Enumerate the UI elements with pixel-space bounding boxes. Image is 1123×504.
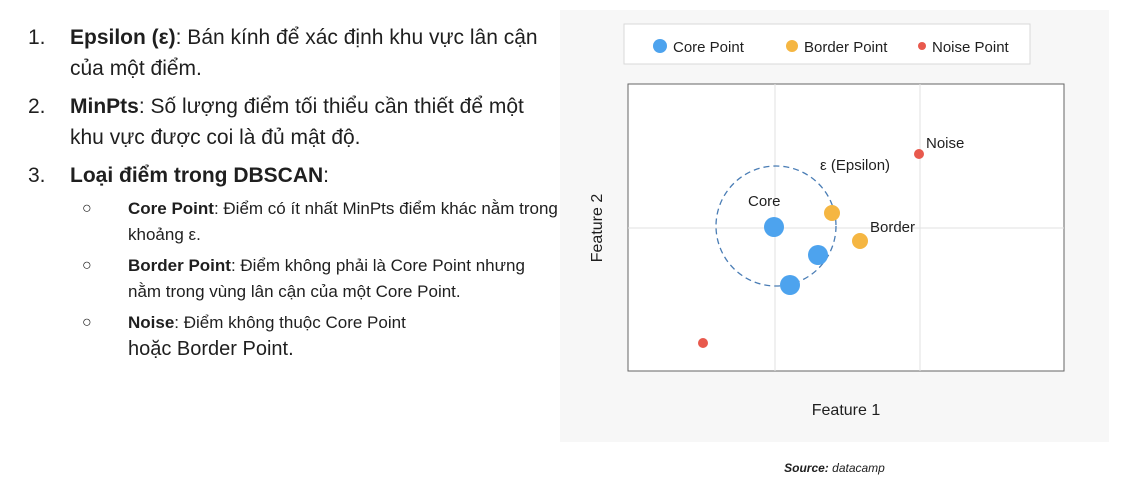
list-item-minpts: 2. MinPts: Số lượng điểm tối thiểu cần t… [28, 91, 558, 153]
desc-minpts: : Số lượng điểm tối thiểu cần thiết để m… [70, 95, 524, 149]
circle-bullet-icon: ○ [82, 257, 92, 274]
list-number: 3. [28, 164, 46, 187]
term-border-point: Border Point [128, 256, 231, 275]
definition-list: 1. Epsilon (ε): Bán kính để xác định khu… [28, 22, 558, 370]
term-minpts: MinPts [70, 95, 139, 118]
sub-item-border-point: ○ Border Point: Điểm không phải là Core … [70, 253, 558, 305]
circle-bullet-icon: ○ [82, 200, 92, 217]
term-noise: Noise [128, 313, 175, 332]
source-caption: Source: datacamp [560, 461, 1109, 475]
legend-core-marker [653, 39, 667, 53]
source-value: datacamp [828, 461, 885, 475]
dbscan-diagram: Core Point Border Point Noise Point Core… [589, 23, 1065, 419]
x-axis-label: Feature 1 [812, 402, 881, 419]
desc-noise-tail: hoặc Border Point. [128, 338, 294, 360]
term-epsilon: Epsilon (ε) [70, 26, 176, 49]
legend-core-label: Core Point [673, 39, 745, 56]
epsilon-circle [715, 165, 837, 287]
sub-item-core-point: ○ Core Point: Điểm có ít nhất MinPts điể… [70, 196, 558, 248]
point-type-list: ○ Core Point: Điểm có ít nhất MinPts điể… [70, 196, 558, 363]
term-core-point: Core Point [128, 199, 214, 218]
list-number: 1. [28, 26, 46, 49]
desc-epsilon: : Bán kính để xác định khu vực lân cận c… [70, 26, 538, 80]
core-point [808, 245, 828, 265]
source-label: Source: [784, 461, 829, 475]
dbscan-figure: Core Point Border Point Noise Point Core… [560, 10, 1109, 442]
legend-border-marker [786, 40, 798, 52]
legend-noise-label: Noise Point [932, 39, 1010, 56]
border-point [824, 205, 840, 221]
list-item-epsilon: 1. Epsilon (ε): Bán kính để xác định khu… [28, 22, 558, 84]
desc-noise: : Điểm không thuộc Core Point [174, 313, 406, 332]
sub-item-noise: ○ Noise: Điểm không thuộc Core Point hoặc… [70, 310, 558, 363]
legend-box [623, 23, 1031, 65]
core-annotation: Core [748, 193, 781, 210]
epsilon-annotation: ε (Epsilon) [820, 157, 890, 174]
noise-point [698, 338, 708, 348]
legend-border-label: Border Point [804, 39, 888, 56]
noise-point [914, 149, 924, 159]
y-axis-label: Feature 2 [589, 194, 606, 263]
circle-bullet-icon: ○ [82, 314, 92, 331]
noise-annotation: Noise [926, 135, 964, 152]
border-annotation: Border [870, 219, 915, 236]
list-item-point-types: 3. Loại điểm trong DBSCAN: ○ Core Point:… [28, 160, 558, 363]
desc-border-point: : Điểm không phải là Core Point nhưng nằ… [128, 256, 525, 301]
legend-noise-marker [918, 42, 926, 50]
desc-core-point: : Điểm có ít nhất MinPts điểm khác nằm t… [128, 199, 558, 244]
core-point [764, 217, 784, 237]
desc-point-types: : [323, 164, 330, 187]
term-point-types: Loại điểm trong DBSCAN [70, 164, 324, 187]
core-point [780, 275, 800, 295]
border-point [852, 233, 868, 249]
list-number: 2. [28, 95, 46, 118]
